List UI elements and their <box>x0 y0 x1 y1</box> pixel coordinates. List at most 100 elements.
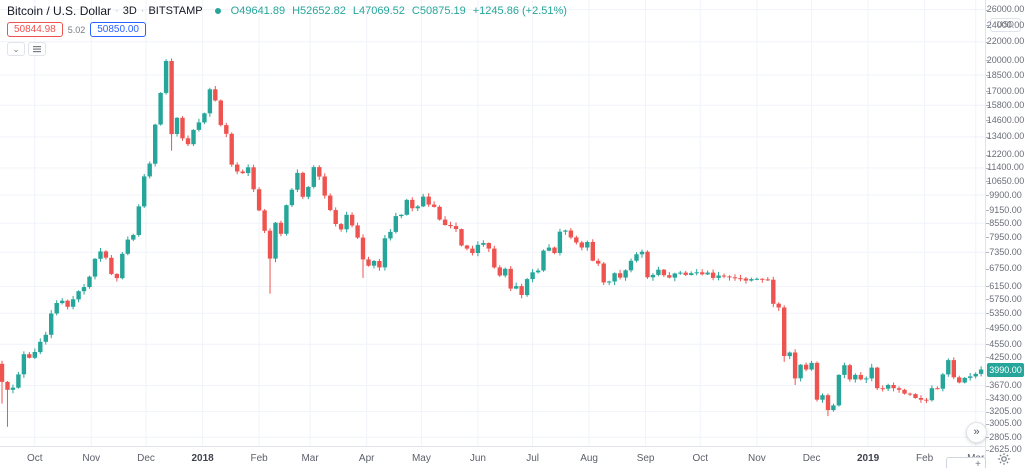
candle-body <box>60 300 65 304</box>
chart-canvas[interactable] <box>0 0 985 446</box>
time-axis[interactable]: Oct Nov Dec 2018 Feb Mar Apr May Jun Jul Aug Sep Oct… <box>0 446 985 468</box>
symbol-title[interactable]: Bitcoin / U.S. Dollar <box>7 3 112 18</box>
candle-body <box>809 362 814 370</box>
candle-body <box>765 279 770 281</box>
candle-body <box>853 374 858 380</box>
sell-bid-button[interactable]: 50844.98 <box>7 22 63 37</box>
candle-body <box>360 237 366 260</box>
candle-body <box>437 206 442 220</box>
time-axis-month-label: Oct <box>692 453 709 464</box>
candle-body <box>885 385 891 389</box>
candle-body <box>371 261 377 266</box>
price-axis-label: 4950.00 <box>989 322 1022 333</box>
price-axis-label: 24000.00 <box>986 19 1024 30</box>
candle-body <box>727 276 732 278</box>
price-axis-label: 20000.00 <box>986 54 1024 65</box>
candle-body <box>814 362 820 400</box>
candle-body <box>803 364 809 370</box>
candle-body <box>754 278 760 280</box>
candle-body <box>579 242 584 248</box>
price-axis-label: 2805.00 <box>989 431 1022 442</box>
candle-body <box>366 259 371 266</box>
candle-body <box>590 242 595 261</box>
candle-body <box>295 172 300 190</box>
candle-body <box>524 279 530 296</box>
price-axis-tick <box>986 411 989 413</box>
candle-body <box>235 164 240 172</box>
ohlc-low: L47069.52 <box>352 4 405 17</box>
price-axis-tick <box>986 398 989 400</box>
candle-body <box>721 275 727 277</box>
current-price-label: 3990.00 <box>987 362 1024 377</box>
time-axis-year-label: 2019 <box>856 453 880 464</box>
buy-ask-button[interactable]: 50850.00 <box>90 22 146 37</box>
price-axis-label: 7350.00 <box>989 246 1022 257</box>
candle-body <box>836 374 842 406</box>
legend-collapse-button[interactable]: ⌄ <box>7 42 25 56</box>
candle-body <box>650 274 656 278</box>
axis-settings-button[interactable] <box>997 452 1013 468</box>
candle-body <box>896 388 902 390</box>
candle-body <box>607 281 612 283</box>
price-axis-tick <box>986 299 989 301</box>
candle-body <box>535 270 541 273</box>
candle-body <box>185 138 191 145</box>
candle-body <box>333 210 338 224</box>
separator-dot: · <box>115 4 119 17</box>
candle-body <box>136 206 141 235</box>
candle-body <box>388 231 393 239</box>
candle-body <box>700 272 705 275</box>
candle-body <box>869 367 874 379</box>
candle-body <box>820 395 825 400</box>
candle-body <box>689 273 694 275</box>
candle-body <box>103 251 109 258</box>
ohlc-change: +1245.86 (+2.51%) <box>472 4 567 17</box>
candle-body <box>787 352 792 357</box>
candle-body <box>328 195 333 211</box>
candle-body <box>153 124 158 164</box>
candle-body <box>218 100 223 126</box>
candle-body <box>771 279 776 304</box>
object-tree-button[interactable] <box>28 42 46 56</box>
candle-body <box>710 272 716 278</box>
candle-body <box>322 176 327 196</box>
symbol-row[interactable]: Bitcoin / U.S. Dollar · 3D · BITSTAMP O4… <box>7 3 567 18</box>
candle-body <box>109 257 114 275</box>
market-status-dot-icon <box>214 7 221 14</box>
candle-body <box>645 251 650 278</box>
candle-body <box>404 199 409 215</box>
candle-body <box>694 272 699 274</box>
candle-body <box>628 260 634 271</box>
candle-body <box>902 389 907 394</box>
candle-body <box>891 385 896 389</box>
candle-body <box>196 122 202 130</box>
price-axis-tick <box>986 9 989 11</box>
candle-body <box>43 334 48 342</box>
candle-body <box>10 387 16 390</box>
price-axis-tick <box>986 181 989 182</box>
scroll-to-recent-button[interactable]: » <box>966 422 987 443</box>
currency-toggle-button[interactable]: USD <box>990 18 1021 32</box>
candle-body <box>338 224 344 230</box>
candle-body <box>935 388 940 390</box>
candle-body <box>65 300 70 307</box>
candle-body <box>317 167 322 177</box>
goto-date-button[interactable]: + <box>946 457 986 468</box>
candle-body <box>946 360 951 375</box>
interval-label[interactable]: 3D <box>122 4 137 17</box>
candle-body <box>174 117 180 134</box>
time-axis-month-label: Nov <box>82 453 101 464</box>
price-axis-label: 26000.00 <box>986 4 1024 15</box>
candle-body <box>224 125 229 134</box>
price-axis-tick <box>986 328 989 330</box>
price-axis-label: 3205.00 <box>989 406 1022 417</box>
candle-body <box>5 381 10 390</box>
candle-body <box>120 253 125 279</box>
price-axis[interactable]: USD 26000.00 24000.00 22000.00 20000.00 1850… <box>985 0 1024 468</box>
candle-body <box>503 268 508 276</box>
candle-body <box>284 205 289 234</box>
time-axis-month-label: Apr <box>358 453 375 464</box>
price-axis-tick <box>986 268 989 270</box>
candle-body <box>667 275 672 278</box>
candle-body <box>842 365 847 375</box>
